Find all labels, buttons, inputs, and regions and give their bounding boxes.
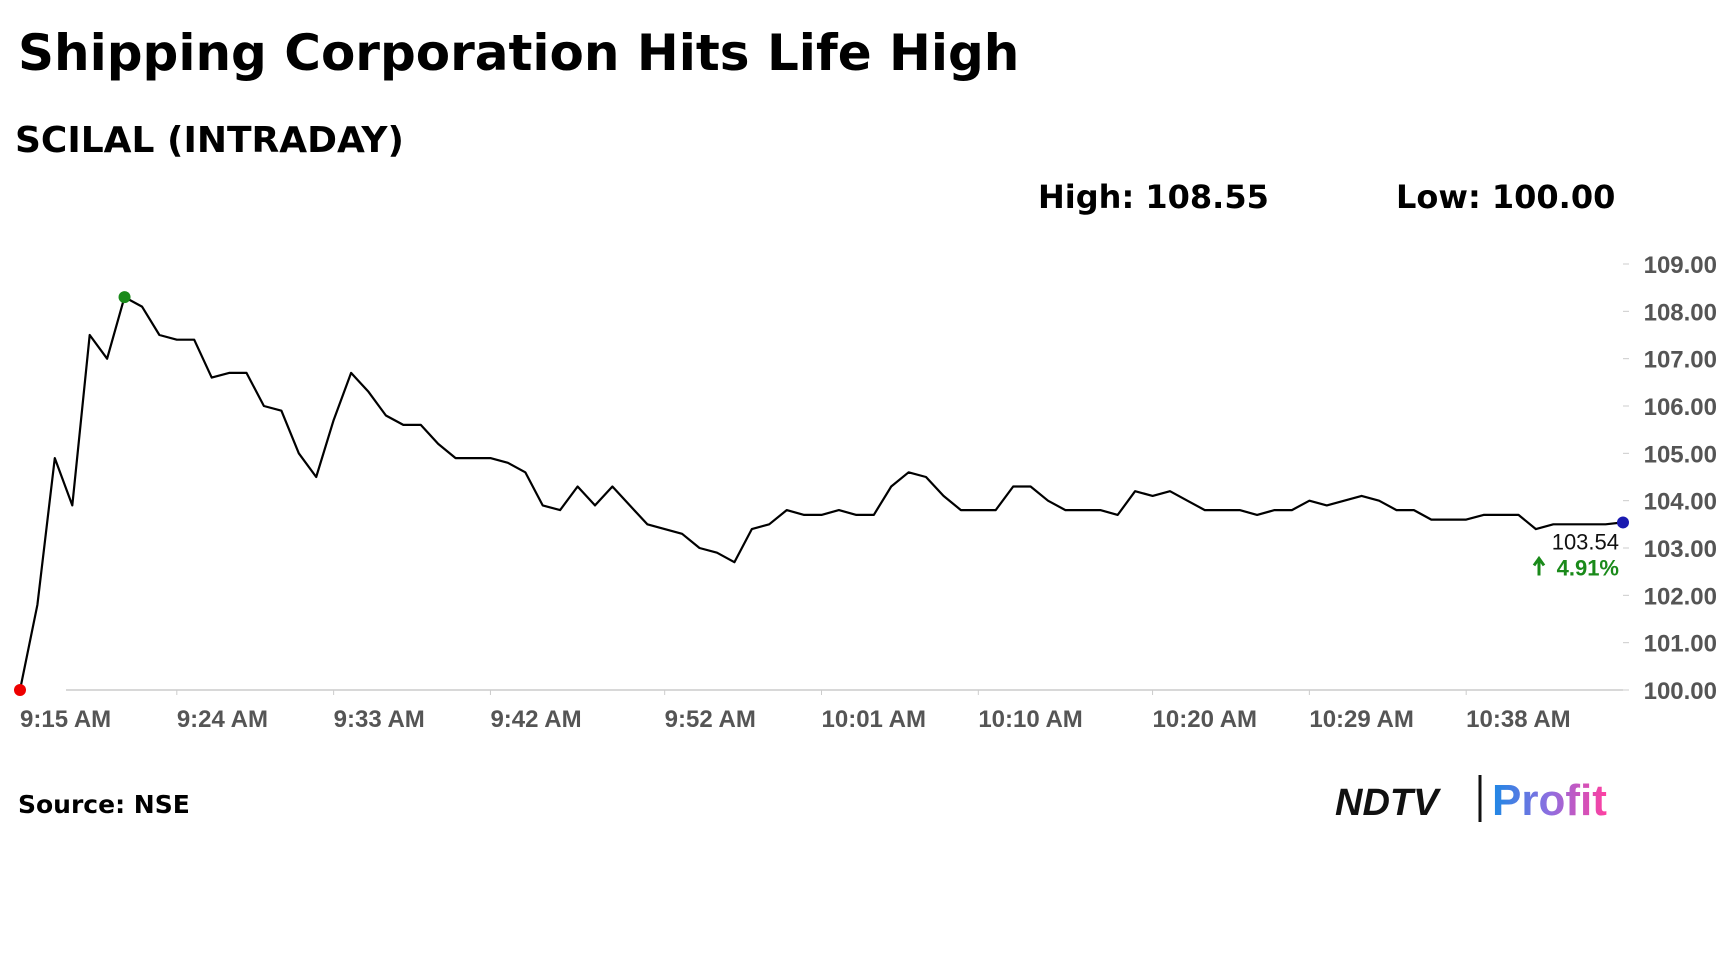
high-marker — [118, 291, 131, 304]
y-tick-label: 100.00 — [1644, 678, 1717, 705]
last-value-label: 103.54 — [1552, 529, 1619, 554]
x-tick-label: 10:20 AM — [1153, 706, 1257, 733]
high-label: High: 108.55 — [1038, 178, 1269, 216]
x-tick-label: 9:33 AM — [334, 706, 425, 733]
y-tick-label: 102.00 — [1644, 583, 1717, 610]
x-tick-label: 9:42 AM — [490, 706, 581, 733]
source: Source: NSE — [18, 790, 190, 819]
change-label: 4.91% — [1557, 555, 1619, 580]
low-label: Low: 100.00 — [1396, 178, 1615, 216]
chart-title: Shipping Corporation Hits Life High — [18, 24, 1019, 82]
y-tick-label: 109.00 — [1644, 252, 1717, 279]
y-tick-label: 108.00 — [1644, 299, 1717, 326]
last-marker — [1617, 516, 1629, 529]
x-tick-label: 9:15 AM — [20, 706, 111, 733]
x-tick-label: 10:01 AM — [822, 706, 926, 733]
y-tick-label: 104.00 — [1644, 489, 1717, 516]
y-tick-label: 103.00 — [1644, 536, 1717, 563]
change-arrow — [1532, 555, 1546, 576]
y-tick-label: 101.00 — [1644, 631, 1717, 658]
chart-subtitle: SCILAL (INTRADAY) — [15, 120, 404, 161]
x-tick-label: 10:38 AM — [1466, 706, 1570, 733]
y-tick-label: 106.00 — [1644, 394, 1717, 421]
x-tick-label: 10:10 AM — [978, 706, 1082, 733]
x-tick-label: 9:24 AM — [177, 706, 268, 733]
y-tick-label: 107.00 — [1644, 347, 1717, 374]
x-tick-label: 9:52 AM — [665, 706, 756, 733]
open-marker — [14, 684, 26, 696]
y-tick-label: 105.00 — [1644, 441, 1717, 468]
logo-ndtv: NDTV — [1335, 782, 1441, 824]
logo-profit: Profit — [1492, 776, 1607, 825]
x-tick-label: 10:29 AM — [1309, 706, 1413, 733]
price-line — [18, 296, 1624, 691]
